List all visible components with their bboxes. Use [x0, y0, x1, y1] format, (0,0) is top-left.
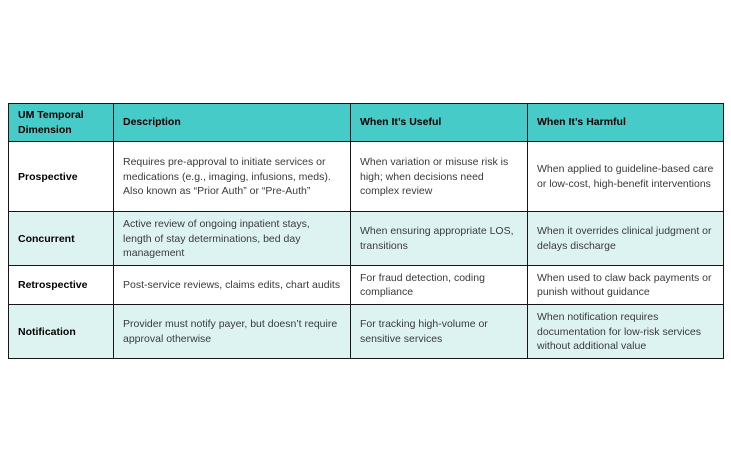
cell-useful: When variation or misuse risk is high; w…: [350, 141, 528, 213]
cell-useful: For tracking high-volume or sensitive se…: [350, 304, 528, 360]
cell-harmful: When used to claw back payments or punis…: [527, 265, 724, 306]
cell-harmful: When it overrides clinical judgment or d…: [527, 211, 724, 267]
cell-dimension: Concurrent: [8, 211, 114, 267]
header-row: UM Temporal Dimension Description When I…: [8, 102, 724, 143]
table-row-prospective: Prospective Requires pre-approval to ini…: [8, 141, 724, 213]
cell-harmful: When applied to guideline-based care or …: [527, 141, 724, 213]
column-header-when-its-useful: When It’s Useful: [350, 102, 528, 143]
cell-dimension: Notification: [8, 304, 114, 360]
cell-harmful: When notification requires documentation…: [527, 304, 724, 360]
um-temporal-dimension-table: UM Temporal Dimension Description When I…: [8, 102, 724, 360]
column-header-um-temporal-dimension: UM Temporal Dimension: [8, 102, 114, 143]
cell-description: Post-service reviews, claims edits, char…: [113, 265, 351, 306]
table-row-concurrent: Concurrent Active review of ongoing inpa…: [8, 211, 724, 267]
cell-dimension: Retrospective: [8, 265, 114, 306]
column-header-description: Description: [113, 102, 351, 143]
cell-useful: When ensuring appropriate LOS, transitio…: [350, 211, 528, 267]
cell-description: Requires pre-approval to initiate servic…: [113, 141, 351, 213]
column-header-when-its-harmful: When It’s Harmful: [527, 102, 724, 143]
cell-useful: For fraud detection, coding compliance: [350, 265, 528, 306]
cell-description: Active review of ongoing inpatient stays…: [113, 211, 351, 267]
table-row-retrospective: Retrospective Post-service reviews, clai…: [8, 265, 724, 306]
table-row-notification: Notification Provider must notify payer,…: [8, 304, 724, 360]
cell-dimension: Prospective: [8, 141, 114, 213]
cell-description: Provider must notify payer, but doesn’t …: [113, 304, 351, 360]
